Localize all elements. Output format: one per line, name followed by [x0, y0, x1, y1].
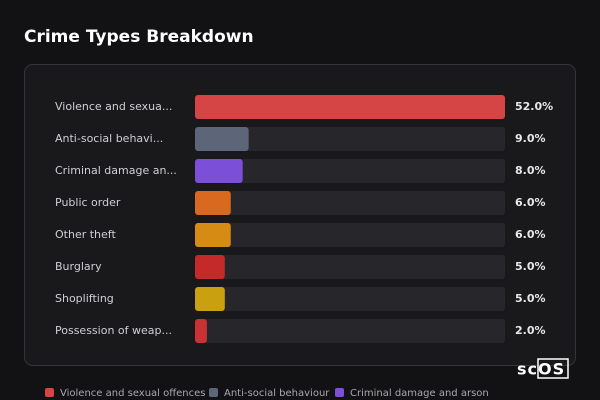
bar	[195, 95, 505, 119]
bar-track	[195, 255, 505, 279]
bar	[195, 159, 243, 183]
legend-label: Criminal damage and arson	[350, 388, 489, 399]
logo-box	[537, 358, 569, 379]
category-label: Anti-social behavi...	[55, 132, 163, 145]
category-label: Public order	[55, 196, 121, 209]
legend-swatch	[45, 388, 54, 397]
value-label: 8.0%	[515, 164, 546, 177]
chart-title: Crime Types Breakdown	[24, 27, 254, 47]
value-label: 6.0%	[515, 228, 546, 241]
category-label: Possession of weap...	[55, 324, 172, 337]
bar-track	[195, 127, 505, 151]
value-label: 9.0%	[515, 132, 546, 145]
bar	[195, 287, 225, 311]
bar-track	[195, 223, 505, 247]
bar-track	[195, 319, 505, 343]
logo: scOS	[517, 360, 565, 379]
legend-label: Violence and sexual offences	[60, 388, 206, 399]
bar	[195, 127, 249, 151]
category-label: Shoplifting	[55, 292, 114, 305]
bar-track	[195, 287, 505, 311]
value-label: 5.0%	[515, 260, 546, 273]
legend-label: Anti-social behaviour	[224, 388, 330, 399]
category-label: Violence and sexua...	[55, 100, 172, 113]
category-label: Other theft	[55, 228, 116, 241]
value-label: 5.0%	[515, 292, 546, 305]
legend-swatch	[335, 388, 344, 397]
bar	[195, 319, 207, 343]
value-label: 52.0%	[515, 100, 553, 113]
bar	[195, 223, 231, 247]
category-label: Burglary	[55, 260, 102, 273]
value-label: 6.0%	[515, 196, 546, 209]
category-label: Criminal damage an...	[55, 164, 177, 177]
bar	[195, 191, 231, 215]
bar	[195, 255, 225, 279]
value-label: 2.0%	[515, 324, 546, 337]
bar-track	[195, 191, 505, 215]
legend-swatch	[209, 388, 218, 397]
bar-track	[195, 159, 505, 183]
